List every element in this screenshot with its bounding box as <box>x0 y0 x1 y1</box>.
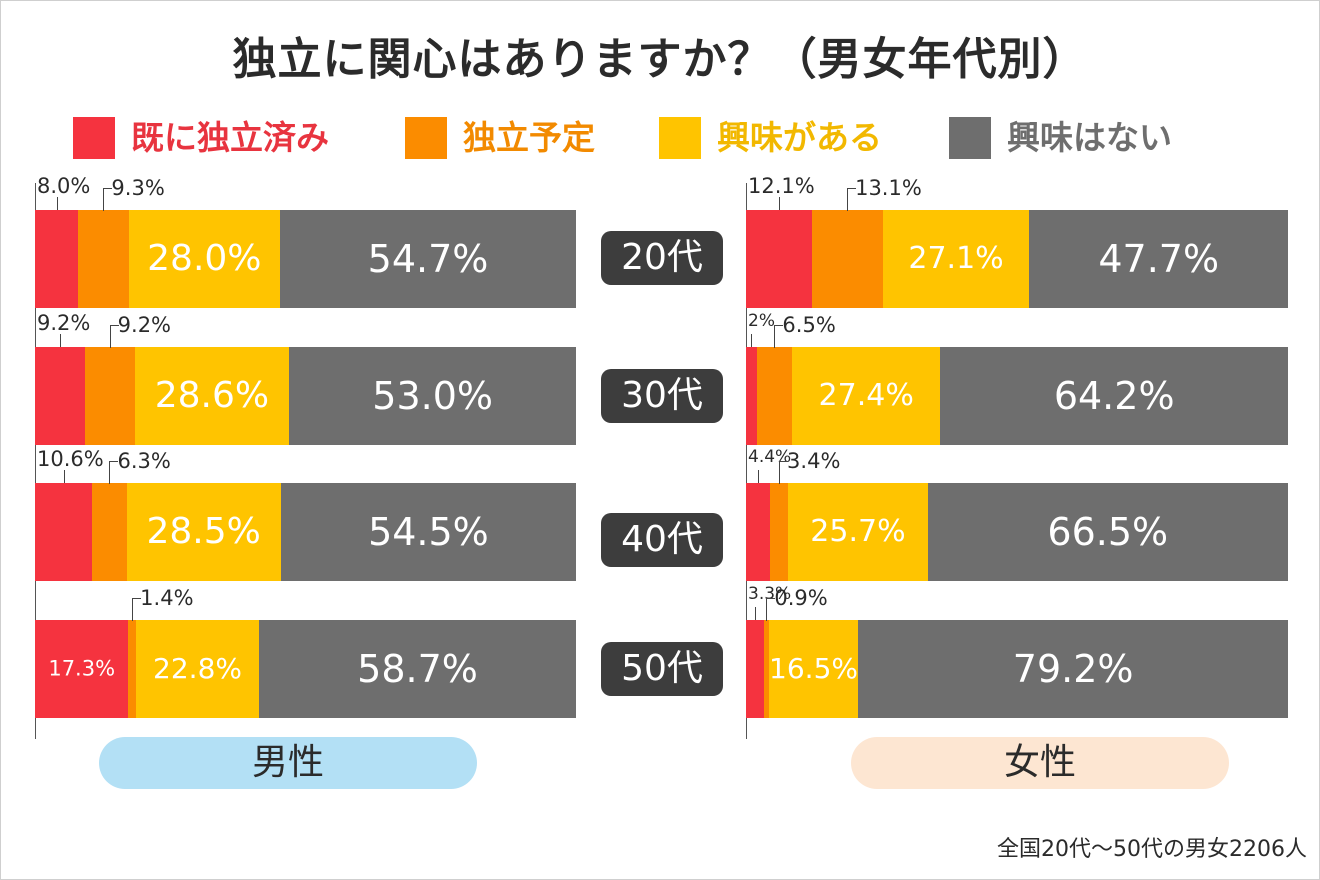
legend-swatch <box>405 117 447 159</box>
axis-line <box>746 183 747 739</box>
legend-swatch <box>73 117 115 159</box>
data-label: 27.4% <box>818 378 914 413</box>
label-leader <box>109 461 119 484</box>
legend-label: 独立予定 <box>463 118 595 157</box>
label-leader <box>56 197 58 210</box>
bar-segment <box>788 483 928 581</box>
data-label: 58.7% <box>357 647 478 691</box>
chart-title: 独立に関心はありますか？（男女年代別） <box>232 34 1088 85</box>
data-label: 6.5% <box>782 313 836 337</box>
data-label: 3.4% <box>787 449 841 473</box>
data-label: 54.5% <box>368 510 489 554</box>
bar-segment <box>768 620 859 718</box>
axis-line <box>35 183 36 739</box>
bar-segment <box>746 347 757 445</box>
label-leader <box>757 470 759 483</box>
label-leader <box>109 325 119 348</box>
bar-segment <box>858 620 1288 718</box>
data-label: 9.2% <box>117 313 172 337</box>
data-label: 28.0% <box>147 238 262 279</box>
data-label: 28.5% <box>146 511 261 552</box>
bar-segment <box>927 483 1288 581</box>
bar-segment <box>259 620 576 718</box>
data-label: 47.7% <box>1098 237 1220 281</box>
bar-segment <box>792 347 941 445</box>
label-leader <box>779 461 789 484</box>
bar-segment <box>35 620 129 718</box>
bar-segment <box>126 483 281 581</box>
data-label: 66.5% <box>1047 510 1169 554</box>
data-label: 13.1% <box>855 176 922 200</box>
bar-segment <box>92 483 127 581</box>
data-label: 54.7% <box>367 237 489 281</box>
data-label: 28.6% <box>154 375 270 416</box>
bar-segment <box>811 210 883 308</box>
bar-segment <box>756 347 793 445</box>
label-leader <box>63 470 65 483</box>
bar-segment <box>35 483 93 581</box>
bar-segment <box>35 347 85 445</box>
bar-segment <box>280 210 576 308</box>
legend-swatch <box>949 117 991 159</box>
label-leader <box>847 188 857 211</box>
bar-segment <box>1029 210 1288 308</box>
bar-segment <box>78 210 129 308</box>
age-category-label: 30代 <box>601 369 723 423</box>
data-label: 17.3% <box>48 656 116 681</box>
data-label: 12.1% <box>748 174 815 198</box>
bar-segment <box>128 620 136 718</box>
bar-segment <box>135 620 260 718</box>
data-label: 1.4% <box>140 586 194 610</box>
footnote: 全国20代〜50代の男女2206人 <box>997 837 1307 862</box>
data-label: 53.0% <box>372 374 493 418</box>
age-category-label: 40代 <box>601 513 723 567</box>
bar-segment <box>746 620 764 718</box>
bar-segment <box>940 347 1288 445</box>
data-label: 22.8% <box>153 652 242 685</box>
legend: 既に独立済み 独立予定 興味がある 興味はない <box>1 113 1319 163</box>
bar-segment <box>746 210 812 308</box>
bar-segment <box>35 210 79 308</box>
gender-label: 男性 <box>99 737 477 789</box>
data-label: 6.3% <box>117 449 171 473</box>
label-leader <box>754 607 756 620</box>
data-label: 16.5% <box>769 652 859 685</box>
age-category-label: 50代 <box>601 642 723 696</box>
legend-swatch <box>659 117 701 159</box>
bar-segment <box>769 483 789 581</box>
gender-label: 女性 <box>851 737 1229 789</box>
label-leader <box>103 188 113 211</box>
label-leader <box>751 334 753 347</box>
data-label: 9.2% <box>37 311 91 335</box>
label-leader <box>778 197 780 210</box>
bar-segment <box>763 620 769 718</box>
data-label: 0.9% <box>774 586 828 610</box>
data-label: 2% <box>748 311 775 331</box>
data-label: 8.0% <box>37 174 91 198</box>
data-label: 3.3% <box>748 584 792 604</box>
data-label: 79.2% <box>1012 647 1134 691</box>
age-category-label: 20代 <box>601 231 723 285</box>
bar-segment <box>289 347 576 445</box>
legend-label: 既に独立済み <box>131 118 329 157</box>
data-label: 9.3% <box>111 176 165 200</box>
label-leader <box>766 598 776 621</box>
bar-segment <box>280 483 576 581</box>
label-leader <box>132 598 142 621</box>
data-label: 64.2% <box>1053 374 1175 418</box>
legend-label: 興味はない <box>1007 118 1172 157</box>
legend-label: 興味がある <box>717 118 882 157</box>
data-label: 10.6% <box>37 447 104 471</box>
bar-segment <box>882 210 1030 308</box>
bar-segment <box>128 210 281 308</box>
data-label: 27.1% <box>908 241 1004 276</box>
label-leader <box>59 334 61 347</box>
bar-segment <box>746 483 770 581</box>
label-leader <box>774 325 784 348</box>
bar-segment <box>134 347 290 445</box>
bar-segment <box>84 347 135 445</box>
data-label: 25.7% <box>810 514 906 549</box>
